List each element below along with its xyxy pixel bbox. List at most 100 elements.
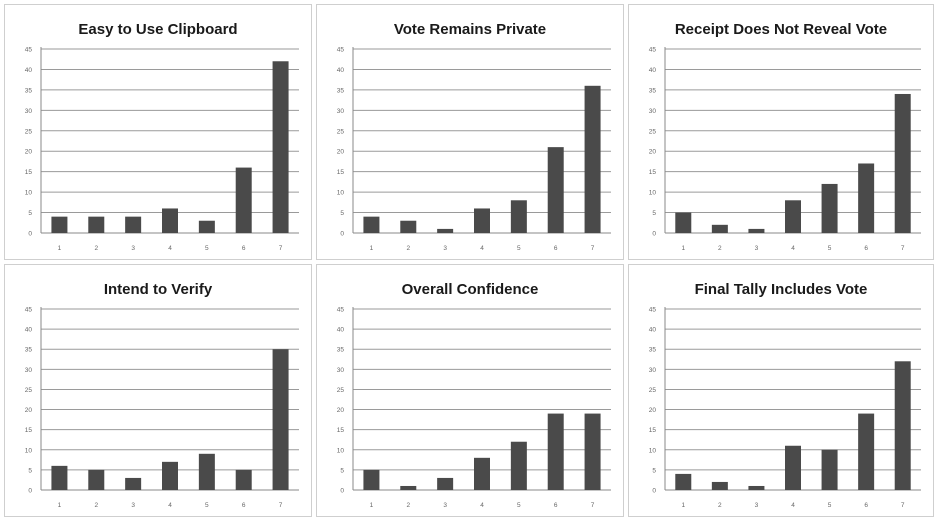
x-tick-label: 6 xyxy=(864,502,868,509)
x-tick-label: 2 xyxy=(718,245,722,252)
y-tick-label: 15 xyxy=(337,169,345,176)
bar xyxy=(437,477,454,490)
x-tick-label: 5 xyxy=(828,245,832,252)
bar xyxy=(272,349,289,490)
bar xyxy=(510,441,527,490)
bar xyxy=(711,481,728,490)
x-tick-label: 7 xyxy=(901,245,905,252)
chart-panel-final-tally-includes-vote: Final Tally Includes Vote 0 5 10 15 20 25 30 35 4… xyxy=(628,264,934,517)
bar-chart: Receipt Does Not Reveal Vote051015202530… xyxy=(649,21,921,252)
x-tick-label: 3 xyxy=(755,245,759,252)
bar xyxy=(51,465,68,490)
x-tick-label: 6 xyxy=(554,502,558,509)
x-tick-label: 6 xyxy=(864,245,868,252)
y-tick-label: 10 xyxy=(25,447,33,454)
y-tick-label: 45 xyxy=(25,307,33,314)
chart-title: Overall Confidence xyxy=(402,281,539,298)
bar xyxy=(675,212,692,233)
bar xyxy=(894,93,911,233)
bar xyxy=(894,361,911,490)
x-tick-label: 1 xyxy=(370,245,374,252)
x-tick-label: 3 xyxy=(443,245,447,252)
chart-panel-vote-remains-private: Vote Remains Private 0 5 10 15 20 25 30 35 40 45 1 2… xyxy=(316,4,624,260)
y-tick-label: 10 xyxy=(649,190,657,197)
x-tick-label: 4 xyxy=(168,245,172,252)
x-tick-label: 4 xyxy=(480,245,484,252)
x-tick-label: 6 xyxy=(554,245,558,252)
x-tick-label: 1 xyxy=(681,502,685,509)
x-tick-label: 2 xyxy=(406,502,410,509)
x-tick-label: 5 xyxy=(205,502,209,509)
x-tick-label: 3 xyxy=(131,245,135,252)
x-tick-label: 1 xyxy=(58,245,62,252)
y-tick-label: 25 xyxy=(25,128,33,135)
y-tick-label: 30 xyxy=(649,367,657,374)
chart-panel-receipt-does-not-reveal-vote: Receipt Does Not Reveal Vote 0 5 10 15 20 25 30… xyxy=(628,4,934,260)
y-tick-label: 30 xyxy=(25,108,33,115)
x-tick-label: 7 xyxy=(591,502,595,509)
y-tick-label: 25 xyxy=(649,387,657,394)
chart-title: Vote Remains Private xyxy=(394,21,546,38)
bar xyxy=(584,85,601,233)
x-tick-label: 2 xyxy=(406,245,410,252)
chart-title: Receipt Does Not Reveal Vote xyxy=(675,21,887,38)
y-tick-label: 25 xyxy=(337,387,345,394)
bar xyxy=(474,208,490,233)
bar xyxy=(88,216,105,233)
y-tick-label: 20 xyxy=(337,407,345,414)
y-tick-label: 0 xyxy=(652,231,656,238)
y-tick-label: 20 xyxy=(337,149,345,156)
y-tick-label: 20 xyxy=(25,407,33,414)
y-tick-label: 10 xyxy=(337,190,345,197)
y-tick-label: 10 xyxy=(337,447,345,454)
bar xyxy=(125,477,142,490)
y-tick-label: 5 xyxy=(652,210,656,217)
y-tick-label: 45 xyxy=(337,307,345,314)
chart-panel-overall-confidence: Overall Confidence 0 5 10 15 20 25 30 35 40 45 1 2 3 4… xyxy=(316,264,624,517)
bar-chart: Easy to Use Clipboard0510152025303540451… xyxy=(25,21,299,252)
chart-title: Intend to Verify xyxy=(104,281,213,298)
chart-panel-easy-to-use-clipboard: Easy to Use Clipboard 0 5 10 15 20 25 30 35 40 45 1… xyxy=(4,4,312,260)
y-tick-label: 35 xyxy=(649,347,657,354)
y-tick-label: 40 xyxy=(337,327,345,334)
y-tick-label: 45 xyxy=(337,47,345,54)
y-tick-label: 35 xyxy=(649,87,657,94)
bar xyxy=(474,457,490,490)
y-tick-label: 5 xyxy=(652,467,656,474)
x-tick-label: 2 xyxy=(718,502,722,509)
bar-chart: Final Tally Includes Vote051015202530354… xyxy=(649,281,921,509)
bar xyxy=(785,200,801,233)
y-tick-label: 30 xyxy=(25,367,33,374)
x-tick-label: 7 xyxy=(279,502,283,509)
x-tick-label: 4 xyxy=(791,245,795,252)
bar xyxy=(748,228,765,233)
x-tick-label: 3 xyxy=(131,502,135,509)
x-tick-label: 5 xyxy=(517,245,521,252)
bar xyxy=(711,224,728,233)
x-tick-label: 2 xyxy=(94,245,98,252)
x-tick-label: 4 xyxy=(480,502,484,509)
y-tick-label: 35 xyxy=(337,347,345,354)
bar xyxy=(363,469,380,490)
y-tick-label: 0 xyxy=(28,231,32,238)
y-tick-label: 10 xyxy=(25,190,33,197)
bar xyxy=(51,216,68,233)
y-tick-label: 0 xyxy=(340,231,344,238)
y-tick-label: 20 xyxy=(649,149,657,156)
bar xyxy=(400,220,417,233)
x-tick-label: 5 xyxy=(828,502,832,509)
bar xyxy=(125,216,142,233)
y-tick-label: 45 xyxy=(649,307,657,314)
bar xyxy=(748,485,765,490)
bar xyxy=(821,183,838,233)
y-tick-label: 40 xyxy=(25,327,33,334)
x-tick-label: 6 xyxy=(242,502,246,509)
chart-title: Easy to Use Clipboard xyxy=(78,21,237,38)
y-tick-label: 40 xyxy=(649,327,657,334)
y-tick-label: 40 xyxy=(25,67,33,74)
bar xyxy=(198,453,215,490)
y-tick-label: 0 xyxy=(28,488,32,495)
bar xyxy=(858,163,875,233)
